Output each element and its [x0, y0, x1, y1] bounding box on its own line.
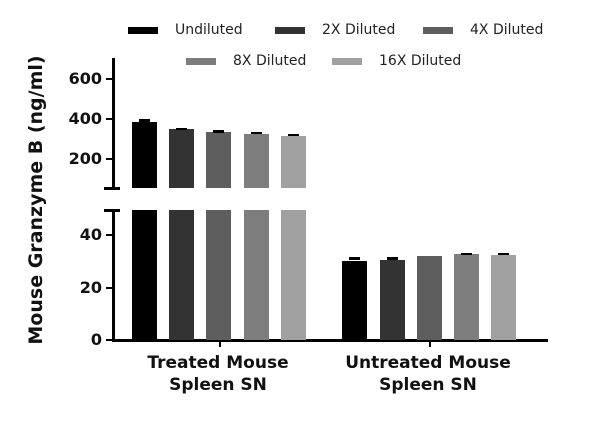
bar-untreated-8x: [454, 254, 479, 340]
errbar-untreated-2x: [387, 257, 398, 260]
x-axis-line: [112, 339, 548, 342]
legend-label: Undiluted: [175, 22, 243, 38]
bar-untreated-4x: [417, 256, 442, 340]
errbar-treated-2x: [176, 128, 187, 130]
bar-treated-8x-lower: [244, 210, 269, 340]
errbar-untreated-8x: [461, 253, 472, 255]
tick-40: [106, 234, 113, 236]
legend-swatch-undiluted: [128, 26, 158, 34]
bar-treated-undiluted-lower: [132, 210, 157, 340]
errbar-untreated-undiluted: [349, 257, 360, 260]
legend-swatch-2x: [275, 26, 305, 34]
x-label-untreated-line2: Spleen SN: [379, 375, 477, 395]
y-axis-lower-line: [112, 209, 115, 342]
legend-label: 8X Diluted: [233, 53, 307, 69]
legend-swatch-16x: [332, 57, 362, 65]
errbar-untreated-16x: [498, 253, 509, 255]
x-tick-treated: [219, 341, 221, 347]
tick-label-40: 40: [79, 225, 102, 244]
bar-treated-4x-upper: [206, 132, 231, 188]
y-axis-title: Mouse Granzyme B (ng/ml): [25, 55, 47, 345]
legend-item-8x: 8X Diluted: [186, 53, 306, 69]
x-tick-untreated: [429, 341, 431, 347]
errbar-treated-8x: [251, 132, 262, 134]
x-label-treated-line2: Spleen SN: [169, 375, 267, 395]
x-label-treated-line1: Treated Mouse: [147, 353, 289, 373]
bar-treated-undiluted-upper: [132, 122, 157, 188]
legend-label: 4X Diluted: [470, 22, 544, 38]
legend-item-undiluted: Undiluted: [128, 22, 243, 38]
legend-item-16x: 16X Diluted: [332, 53, 461, 69]
tick-600: [106, 78, 113, 80]
bar-treated-8x-upper: [244, 134, 269, 188]
errbar-treated-undiluted: [139, 119, 150, 122]
tick-0: [106, 339, 113, 341]
y-axis-upper-line: [112, 58, 115, 189]
tick-200: [106, 158, 113, 160]
bar-treated-16x-upper: [281, 136, 306, 188]
tick-label-200: 200: [68, 149, 102, 168]
bar-treated-2x-lower: [169, 210, 194, 340]
legend-label: 16X Diluted: [379, 53, 462, 69]
bar-untreated-16x: [491, 255, 516, 340]
errbar-treated-16x: [288, 134, 299, 136]
x-label-treated: Treated Mouse Spleen SN: [118, 352, 318, 396]
legend-item-2x: 2X Diluted: [275, 22, 395, 38]
y-axis-break-cap-top: [104, 187, 120, 190]
tick-20: [106, 287, 113, 289]
bar-treated-4x-lower: [206, 210, 231, 340]
tick-label-20: 20: [79, 278, 102, 297]
tick-label-600: 600: [68, 69, 102, 88]
tick-label-0: 0: [90, 330, 102, 349]
bar-treated-16x-lower: [281, 210, 306, 340]
errbar-treated-4x: [213, 130, 224, 133]
legend-swatch-8x: [186, 57, 216, 65]
tick-400: [106, 118, 113, 120]
bar-treated-2x-upper: [169, 129, 194, 188]
x-label-untreated: Untreated Mouse Spleen SN: [328, 352, 528, 396]
x-label-untreated-line1: Untreated Mouse: [345, 353, 511, 373]
legend-item-4x: 4X Diluted: [423, 22, 543, 38]
legend-swatch-4x: [423, 26, 453, 34]
bar-untreated-2x: [380, 260, 405, 340]
legend-label: 2X Diluted: [322, 22, 396, 38]
bar-untreated-undiluted: [342, 261, 367, 340]
tick-label-400: 400: [68, 109, 102, 128]
